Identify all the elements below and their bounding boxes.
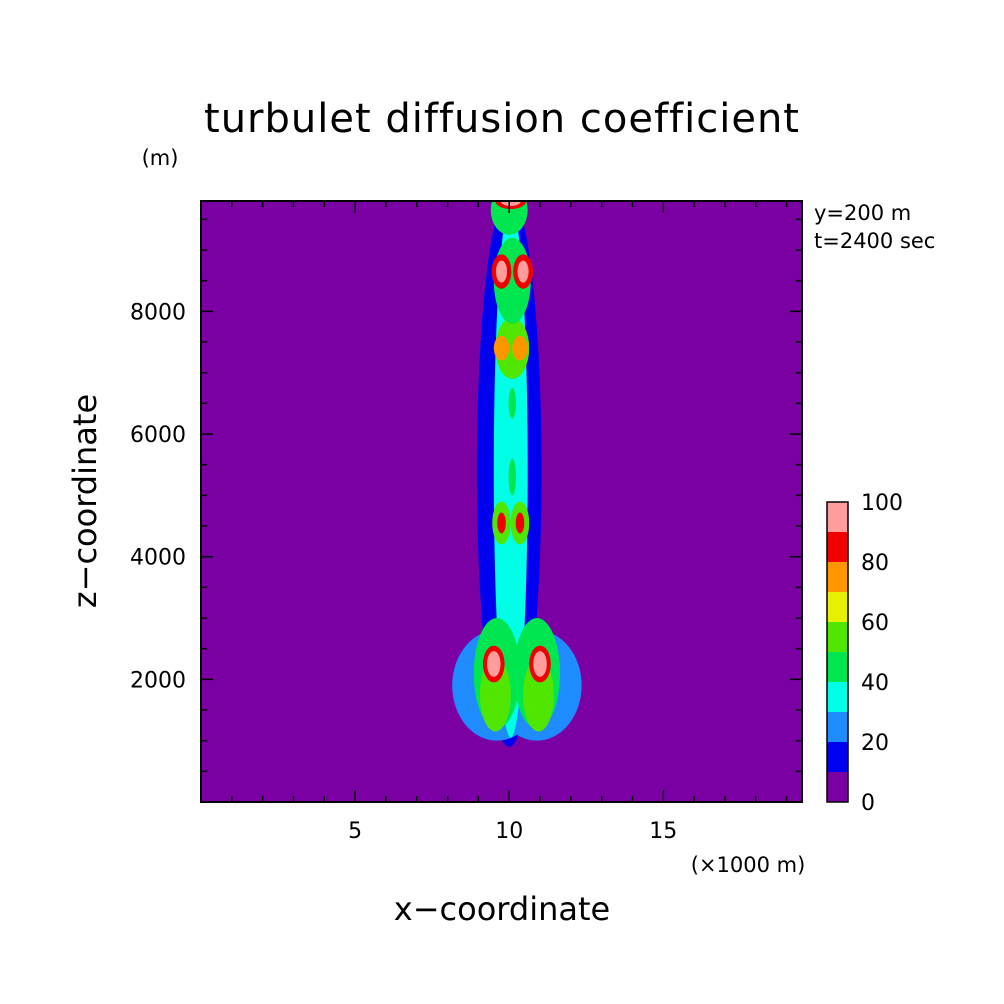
- colorbar-label: 60: [861, 611, 889, 636]
- chart-title: turbulet diffusion coefficient: [204, 96, 800, 142]
- colorbar-segment: [827, 712, 848, 742]
- y-unit-label: (m): [142, 146, 179, 170]
- colorbar-segment: [827, 652, 848, 682]
- y-tick-label: 8000: [130, 300, 186, 325]
- contour-region: [500, 201, 521, 206]
- colorbar-label: 20: [861, 731, 889, 756]
- contour-region: [497, 512, 506, 534]
- x-unit-label: (×1000 m): [691, 853, 806, 877]
- axis-ticks: [201, 201, 802, 802]
- contour-region: [533, 651, 547, 677]
- colorbar-label: 40: [861, 671, 889, 696]
- contour-region: [495, 260, 508, 283]
- colorbar-segment: [827, 592, 848, 622]
- colorbar-frame: [826, 501, 849, 803]
- colorbar: 0 20 40 60 80 100: [826, 491, 903, 816]
- colorbar-segment: [827, 682, 848, 712]
- annotation-time: t=2400 sec: [814, 229, 935, 253]
- contour-field: [452, 201, 582, 747]
- colorbar-segment: [827, 772, 848, 802]
- y-tick-label: 4000: [130, 546, 186, 571]
- contour-region: [517, 260, 529, 283]
- colorbar-label: 0: [861, 791, 875, 816]
- y-tick-label: 2000: [130, 668, 186, 693]
- contour-region: [487, 651, 501, 677]
- x-tick-label: 10: [495, 819, 523, 844]
- y-axis-label: z−coordinate: [66, 394, 104, 608]
- colorbar-label: 80: [861, 551, 889, 576]
- colorbar-segment: [827, 562, 848, 592]
- contour-region: [508, 458, 516, 496]
- axis-tick-labels: 5 10 15 2000 4000 6000 8000: [130, 300, 677, 844]
- colorbar-label: 100: [861, 491, 903, 516]
- colorbar-segment: [827, 502, 848, 532]
- contour-region: [515, 512, 525, 534]
- contour-region: [495, 317, 530, 379]
- x-axis-label: x−coordinate: [394, 890, 610, 928]
- y-tick-label: 6000: [130, 423, 186, 448]
- contour-region: [493, 335, 510, 361]
- colorbar-segment: [827, 742, 848, 772]
- x-tick-label: 15: [649, 819, 677, 844]
- colorbar-segment: [827, 622, 848, 652]
- colorbar-segment: [827, 532, 848, 562]
- contour-region: [508, 388, 516, 419]
- plot-frame: [200, 200, 803, 803]
- contour-region: [490, 201, 528, 235]
- contour-region: [512, 335, 528, 361]
- x-tick-label: 5: [348, 819, 362, 844]
- annotation-y-position: y=200 m: [814, 201, 911, 225]
